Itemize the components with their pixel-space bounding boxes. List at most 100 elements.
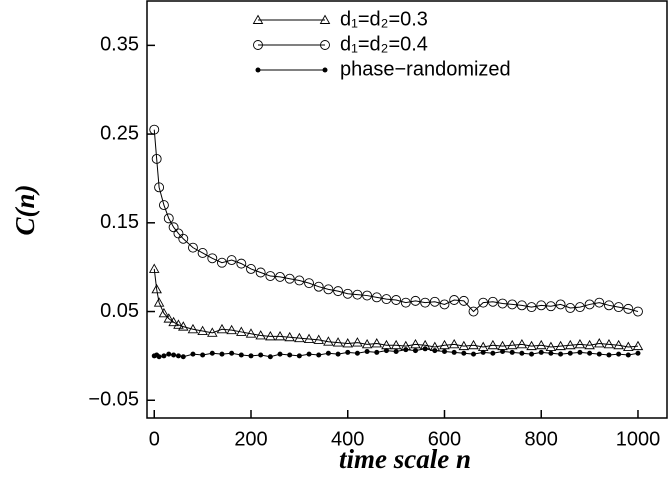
marker [246,263,256,274]
marker [364,348,370,354]
marker [354,350,360,356]
marker [236,326,247,336]
marker [565,303,576,313]
marker [294,275,305,286]
marker [487,296,498,307]
marker [613,302,624,313]
marker [390,339,402,350]
marker [555,340,566,351]
marker [284,331,295,342]
marker [564,339,576,350]
marker [555,299,566,310]
marker [226,255,237,266]
marker [632,340,644,351]
marker [168,222,179,233]
marker [458,340,470,351]
marker [400,297,411,308]
marker [393,348,399,354]
marker [545,301,556,312]
marker [516,300,527,311]
marker [332,337,344,347]
marker [323,284,334,295]
marker [313,334,324,344]
marker [267,354,273,360]
legend-label: d₁=d₂=0.3 [340,8,428,30]
marker [613,339,624,350]
marker [548,350,554,356]
marker [471,351,477,357]
legend-marker [322,67,328,73]
marker [480,349,486,355]
marker [478,297,489,308]
marker [173,319,184,329]
marker [410,295,421,306]
marker [594,297,605,308]
marker [151,283,162,294]
marker [304,278,314,289]
marker [154,182,165,193]
marker [574,302,585,313]
marker [500,348,506,354]
marker [594,338,605,348]
marker [633,306,643,317]
marker [209,350,215,356]
marker [161,353,167,359]
marker [342,338,354,348]
marker [383,348,389,354]
marker [156,354,162,360]
marker [303,333,315,343]
series-line [153,268,639,348]
marker [519,350,525,356]
marker [325,350,331,356]
marker [577,349,583,355]
marker [190,351,196,357]
marker [175,353,181,359]
marker [275,271,285,282]
x-tick-label: 200 [234,428,267,450]
marker [429,296,440,307]
marker [163,313,175,323]
legend-marker [320,40,330,50]
marker [412,348,418,354]
marker [323,336,334,346]
marker [226,324,237,335]
marker [574,338,586,349]
marker [238,352,244,358]
marker [432,348,438,354]
x-tick-label: 800 [525,428,558,450]
marker [461,350,467,356]
marker [509,349,515,355]
marker [219,351,225,357]
marker [439,299,450,310]
marker [229,350,235,356]
marker [403,347,409,353]
series-line [153,129,639,313]
marker [277,351,283,357]
y-tick-label: 0.35 [100,34,139,56]
marker [265,330,276,341]
marker [487,339,499,350]
x-tick-label: 0 [149,428,160,450]
marker [361,338,373,349]
marker [362,290,373,301]
marker [158,307,170,318]
marker [345,349,351,355]
marker [441,348,447,354]
x-tick-label: 600 [428,428,461,450]
marker [596,351,602,357]
marker [216,323,228,334]
plot-frame [146,0,668,419]
marker [371,338,383,348]
marker [352,337,363,347]
marker [187,323,199,334]
marker [526,340,537,351]
marker [207,253,218,264]
marker [342,288,353,299]
marker [258,352,264,358]
marker [451,349,457,355]
marker [149,124,160,135]
marker [422,346,428,352]
marker [526,302,537,313]
marker [606,352,612,358]
marker [635,350,641,356]
